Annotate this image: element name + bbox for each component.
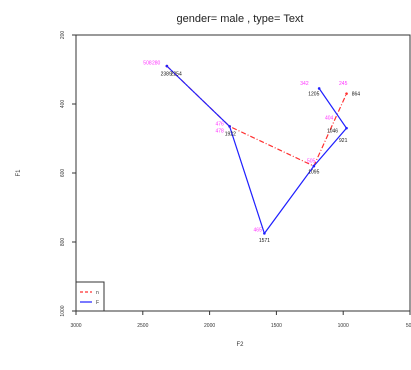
series-line-n — [166, 65, 348, 167]
y-tick-label: 1000 — [60, 305, 66, 316]
x-tick-label: 1500 — [271, 323, 282, 329]
y-axis: 200 400 600 800 1000 — [60, 31, 76, 317]
x-tick-label: 2500 — [137, 323, 148, 329]
x-tick-label: 3000 — [70, 323, 81, 329]
legend-entry-label: n — [96, 290, 99, 296]
y-axis-label: F1 — [16, 169, 22, 177]
point-label: 476 — [215, 121, 224, 127]
point-label: 505 — [307, 159, 316, 165]
point-label: 1571 — [259, 238, 270, 244]
point-label: 2389 — [161, 72, 172, 78]
data-point — [228, 125, 231, 128]
point-label: 1922 — [225, 132, 236, 138]
plot-frame — [75, 34, 411, 312]
x-axis: 3000 2500 2000 1500 1000 500 — [70, 311, 411, 329]
legend-box — [75, 281, 105, 312]
point-label: 404 — [325, 116, 334, 122]
point-label: 245 — [339, 81, 348, 87]
data-point — [345, 92, 348, 95]
data-point — [165, 64, 169, 68]
y-tick-label: 200 — [60, 31, 66, 40]
x-tick-label: 2000 — [204, 323, 215, 329]
y-tick-label: 600 — [60, 169, 66, 178]
point-label: 1095 — [308, 170, 319, 176]
point-label: 1046 — [327, 128, 338, 134]
legend: nF — [75, 281, 105, 312]
data-point — [345, 126, 348, 130]
x-tick-label: 1000 — [338, 323, 349, 329]
point-label: 921 — [339, 138, 348, 144]
point-label: 508 — [143, 60, 152, 66]
point-label: 280 — [152, 60, 161, 66]
point-label: 342 — [300, 81, 309, 87]
point-label: 2254 — [171, 72, 182, 78]
chart-title: gender= male , type= Text — [177, 13, 304, 25]
series-layer — [165, 64, 348, 235]
data-point — [317, 87, 321, 90]
point-label: 864 — [352, 91, 361, 97]
point-label: 478 — [215, 128, 224, 134]
data-point — [263, 232, 266, 235]
series-line-f — [166, 65, 348, 235]
point-label: 1205 — [308, 91, 319, 97]
y-tick-label: 800 — [60, 238, 66, 247]
x-axis-label: F2 — [236, 342, 244, 348]
point-label: 465 — [254, 228, 263, 234]
data-point — [312, 164, 316, 168]
y-tick-label: 400 — [60, 100, 66, 109]
legend-entry-label: F — [96, 300, 99, 306]
x-tick-label: 500 — [406, 323, 411, 329]
